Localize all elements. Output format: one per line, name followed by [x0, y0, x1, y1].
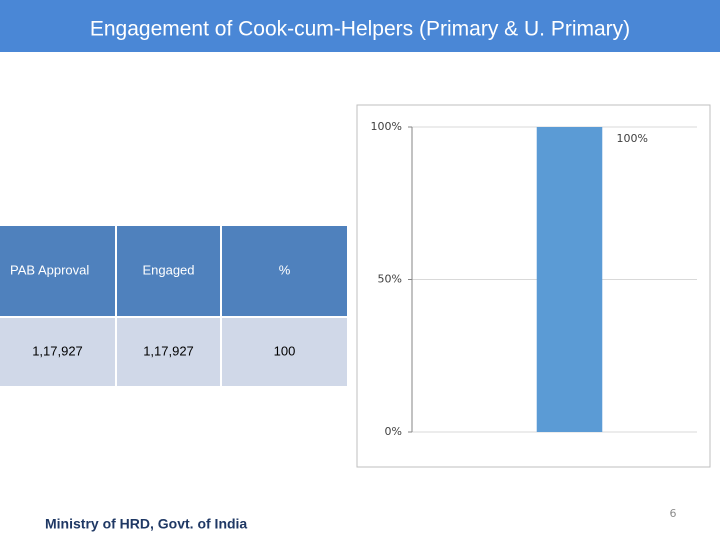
table-cell-text: 1,17,927	[143, 343, 194, 358]
chart: 0% 50% 100% 100%	[371, 120, 697, 438]
table: PAB Approval Engaged % 1,17,927 1,17,927 100	[0, 226, 347, 386]
table-header-cell	[222, 226, 347, 316]
table-header-text: %	[279, 262, 291, 277]
y-tick-label: 0%	[385, 425, 402, 438]
bar	[536, 127, 603, 432]
table-cell-text: 1,17,927	[32, 343, 83, 358]
table-header-text: PAB Approval	[10, 262, 89, 277]
table-cell	[117, 318, 220, 386]
table-cell	[0, 318, 115, 386]
data-label: 100%	[617, 132, 648, 145]
table-header-text: Engaged	[142, 262, 194, 277]
table-header-cell	[117, 226, 220, 316]
table-header-cell	[0, 226, 115, 316]
table-cell	[222, 318, 347, 386]
page-number: 6	[670, 507, 677, 520]
chart-frame	[356, 104, 711, 468]
footer-text: Ministry of HRD, Govt. of India	[45, 516, 247, 532]
title-bar	[0, 0, 720, 52]
table-cell-text: 100	[274, 343, 296, 358]
y-tick-label: 100%	[371, 120, 402, 133]
slide-title: Engagement of Cook-cum-Helpers (Primary …	[90, 18, 630, 41]
y-tick-label: 50%	[378, 273, 402, 286]
